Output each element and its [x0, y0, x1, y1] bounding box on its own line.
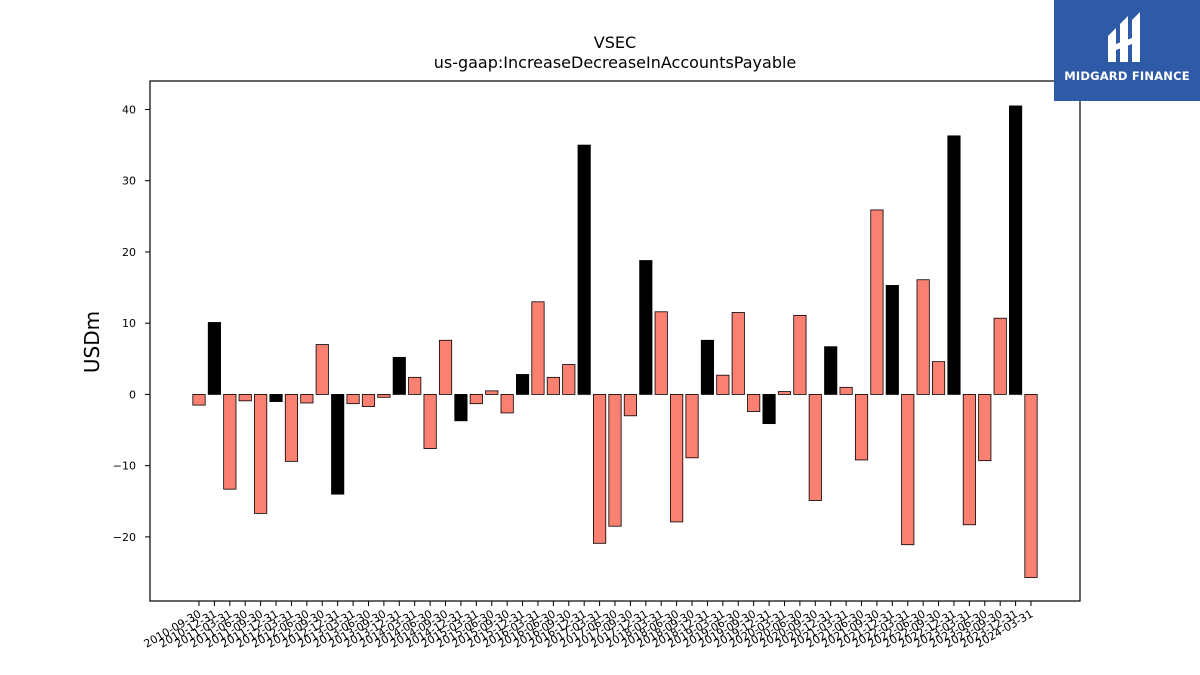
bar-2013-03-31 [346, 394, 360, 405]
bar-2017-06-30 [608, 394, 622, 527]
bar-2021-03-31 [839, 386, 853, 395]
midgard-finance-logo: MIDGARD FINANCE [1054, 0, 1200, 101]
bar-2014-03-31 [408, 376, 422, 395]
bar-2023-12-31 [1009, 105, 1023, 395]
y-axis-label: USDm [80, 311, 104, 373]
bar-2010-09-30 [192, 394, 206, 406]
bar-2018-03-31 [654, 311, 668, 395]
bar-2021-12-31 [885, 285, 899, 395]
bar-2023-09-30 [993, 317, 1007, 395]
bar-2015-09-30 [500, 394, 514, 414]
chart-title: VSEC [594, 33, 636, 52]
bar-2019-09-30 [747, 394, 761, 412]
bar-2014-12-31 [454, 394, 468, 422]
bar-2011-12-31 [269, 394, 283, 402]
y-tick-label: −20 [113, 531, 136, 544]
bar-2016-12-31 [577, 144, 591, 395]
bar-2022-03-31 [901, 394, 915, 546]
bar-2023-03-31 [962, 394, 976, 526]
bar-2019-03-31 [716, 374, 730, 395]
bar-2021-09-30 [870, 209, 884, 395]
bar-2012-03-31 [284, 394, 299, 462]
bar-2015-03-31 [469, 394, 483, 405]
bar-2020-09-30 [808, 394, 822, 501]
bar-2010-12-31 [207, 322, 221, 395]
bar-2017-03-31 [593, 394, 607, 544]
y-tick-label: −10 [113, 460, 136, 473]
bar-2016-09-30 [562, 364, 576, 395]
x-axis-ticks: 2010-09-302010-12-312011-03-312011-06-30… [142, 601, 1036, 651]
bar-2013-06-30 [361, 394, 376, 407]
logo-text: MIDGARD FINANCE [1064, 69, 1190, 83]
y-axis-ticks: −20 −10 0 10 20 30 40 [113, 103, 150, 544]
y-tick-label: 20 [122, 246, 136, 259]
bar-2021-06-30 [854, 394, 869, 461]
bar-2016-03-31 [531, 301, 545, 395]
bar-2022-12-31 [947, 135, 961, 395]
bar-2011-06-30 [238, 394, 252, 402]
bars-group [192, 105, 1038, 578]
bar-2017-12-31 [639, 260, 653, 395]
bar-2018-12-31 [700, 339, 715, 395]
bar-2012-09-30 [315, 344, 329, 395]
bar-2014-09-30 [438, 339, 453, 395]
bar-2023-06-30 [978, 394, 992, 462]
bar-2013-09-30 [377, 394, 391, 398]
bar-2019-06-30 [731, 312, 745, 395]
chart-subtitle: us-gaap:IncreaseDecreaseInAccountsPayabl… [434, 53, 797, 72]
bar-2014-06-30 [423, 394, 437, 449]
bar-2017-09-30 [623, 394, 637, 417]
bar-2020-06-30 [793, 314, 807, 395]
bar-2022-09-30 [931, 361, 946, 395]
bar-2012-12-31 [331, 394, 345, 495]
bar-2019-12-31 [762, 394, 776, 425]
y-tick-label: 10 [122, 317, 136, 330]
bar-2024-03-31 [1024, 394, 1038, 578]
bar-2011-09-30 [254, 394, 268, 514]
bar-2020-12-31 [824, 346, 838, 395]
bar-2015-12-31 [515, 374, 530, 395]
bar-2020-03-31 [777, 391, 792, 395]
y-tick-label: 0 [129, 388, 136, 401]
bar-2016-06-30 [546, 376, 560, 395]
y-tick-label: 30 [122, 175, 136, 188]
plot-frame [149, 80, 1081, 602]
bar-2011-03-31 [223, 394, 237, 490]
bar-2018-09-30 [685, 394, 699, 459]
bar-2022-06-30 [916, 279, 930, 395]
bar-2015-06-30 [485, 390, 499, 395]
y-tick-label: 40 [122, 103, 136, 116]
bar-2013-12-31 [392, 356, 406, 395]
logo-mark-icon [1108, 12, 1140, 62]
bar-2012-06-30 [300, 394, 314, 404]
bar-2018-06-30 [670, 394, 684, 523]
